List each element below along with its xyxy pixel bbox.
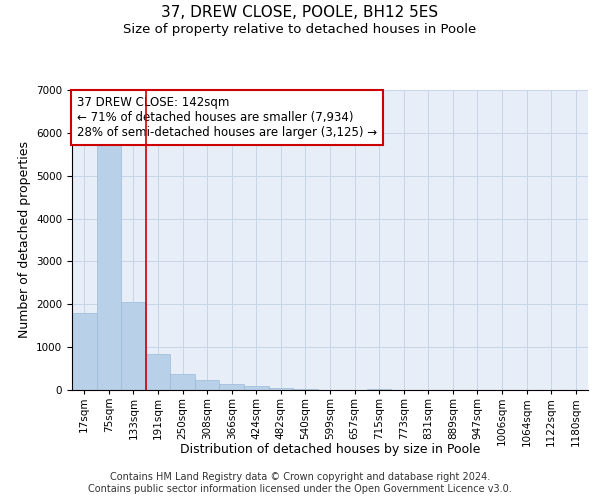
- Text: Distribution of detached houses by size in Poole: Distribution of detached houses by size …: [180, 442, 480, 456]
- Bar: [195, 380, 220, 390]
- Y-axis label: Number of detached properties: Number of detached properties: [17, 142, 31, 338]
- Bar: [170, 374, 195, 390]
- Bar: [269, 388, 293, 390]
- Bar: [367, 388, 391, 390]
- Bar: [220, 384, 244, 390]
- Text: 37, DREW CLOSE, POOLE, BH12 5ES: 37, DREW CLOSE, POOLE, BH12 5ES: [161, 5, 439, 20]
- Bar: [121, 302, 146, 390]
- Bar: [97, 144, 121, 390]
- Text: Contains HM Land Registry data © Crown copyright and database right 2024.: Contains HM Land Registry data © Crown c…: [110, 472, 490, 482]
- Bar: [146, 354, 170, 390]
- Text: Contains public sector information licensed under the Open Government Licence v3: Contains public sector information licen…: [88, 484, 512, 494]
- Bar: [244, 386, 269, 390]
- Bar: [293, 388, 318, 390]
- Text: 37 DREW CLOSE: 142sqm
← 71% of detached houses are smaller (7,934)
28% of semi-d: 37 DREW CLOSE: 142sqm ← 71% of detached …: [77, 96, 377, 139]
- Bar: [72, 313, 97, 390]
- Text: Size of property relative to detached houses in Poole: Size of property relative to detached ho…: [124, 22, 476, 36]
